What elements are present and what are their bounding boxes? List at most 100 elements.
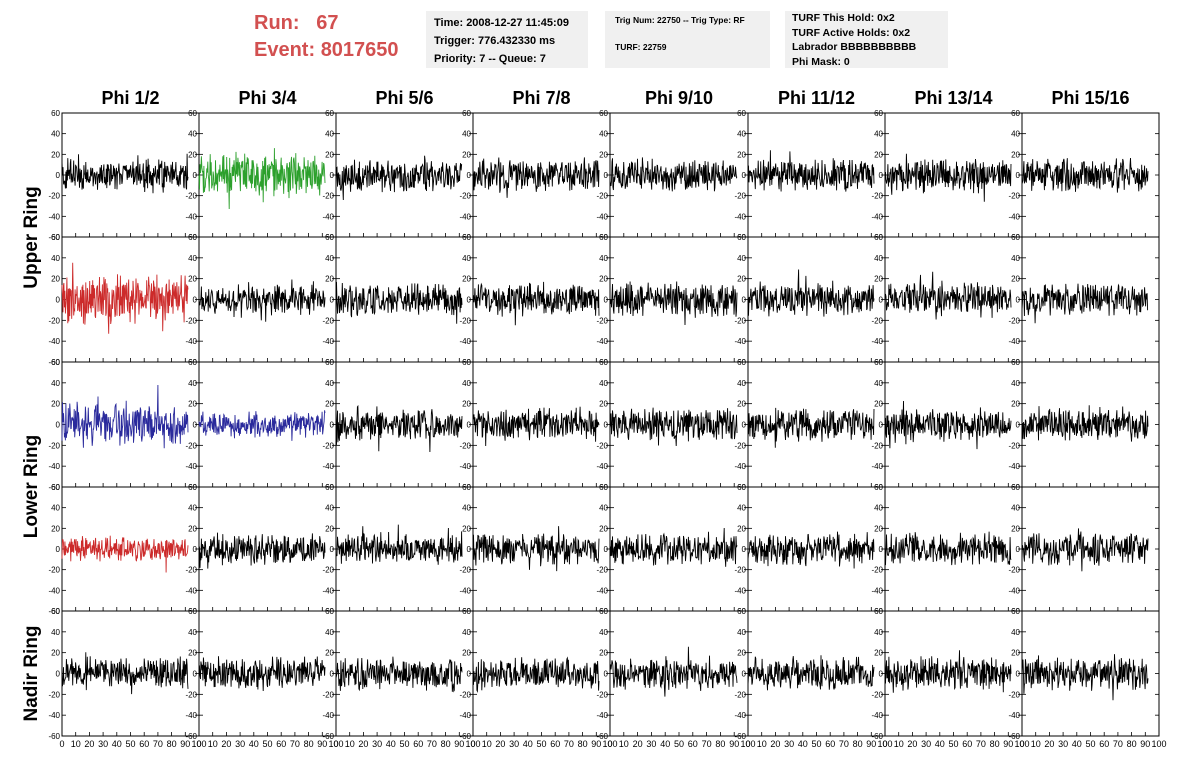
ytick-label: 0 [879,670,884,679]
ytick-label: 40 [874,254,883,263]
ytick-label: 20 [188,649,197,658]
ytick-label: -40 [459,212,471,221]
xtick-label: 60 [825,739,835,749]
ytick-label: 40 [51,504,60,513]
ytick-label: -40 [459,337,471,346]
xtick-label: 50 [811,739,821,749]
waveform-r2-c6 [747,269,875,317]
phi-mask-text: Phi Mask: 0 [792,55,850,68]
ytick-label: 20 [1011,649,1020,658]
xtick-label: 20 [221,739,231,749]
xtick-label: 80 [167,739,177,749]
waveform-r4-c7 [884,531,1012,566]
xtick-label: 0 [607,739,612,749]
ytick-label: 0 [330,670,335,679]
event-value: 8017650 [320,39,399,61]
ytick-label: 40 [1011,504,1020,513]
waveform-r2-c8 [1021,283,1149,324]
ytick-label: -60 [322,732,334,741]
ytick-label: -20 [596,566,608,575]
ytick-label: 20 [737,649,746,658]
xtick-label: 30 [921,739,931,749]
ytick-label: 20 [599,400,608,409]
ytick-label: -40 [459,711,471,720]
column-title-3: Phi 5/6 [375,88,433,108]
ytick-label: -40 [322,711,334,720]
waveform-r1-c5 [609,157,738,192]
ytick-label: -60 [185,732,197,741]
waveform-r5-c4 [472,656,600,694]
ytick-label: -40 [459,586,471,595]
waveform-r3-c5 [609,407,738,447]
ytick-label: 60 [599,358,608,367]
ytick-label: -20 [871,192,883,201]
xtick-label: 90 [591,739,601,749]
ytick-label: 20 [1011,150,1020,159]
ytick-label: -20 [185,441,197,450]
ytick-label: -20 [322,192,334,201]
xtick-label: 90 [317,739,327,749]
xtick-label: 40 [935,739,945,749]
waveform-r1-c4 [472,157,600,198]
ytick-label: 40 [599,628,608,637]
ring-label-1: Upper Ring [21,186,42,288]
ytick-label: -40 [596,462,608,471]
ytick-label: -20 [48,690,60,699]
xtick-label: 80 [304,739,314,749]
ytick-label: 0 [467,171,472,180]
ytick-label: 60 [51,358,60,367]
event-row: Event: 8017650 [254,37,399,64]
ytick-label: -20 [322,316,334,325]
ytick-label: 20 [1011,400,1020,409]
xtick-label: 40 [660,739,670,749]
ytick-label: 40 [737,379,746,388]
ytick-label: -40 [1008,212,1020,221]
ytick-label: 60 [462,233,471,242]
ytick-label: -60 [1008,732,1020,741]
ytick-label: 40 [599,130,608,139]
waveform-r3-c4 [472,406,600,447]
ytick-label: -40 [734,212,746,221]
ytick-label: 0 [742,670,747,679]
ytick-label: 20 [51,649,60,658]
ytick-label: -20 [48,192,60,201]
ytick-label: -40 [596,586,608,595]
ytick-label: 0 [879,171,884,180]
xtick-label: 70 [290,739,300,749]
ytick-label: 0 [742,545,747,554]
ytick-label: 0 [193,545,198,554]
ytick-label: 60 [325,483,334,492]
ytick-label: -40 [322,586,334,595]
ytick-label: 0 [742,171,747,180]
ytick-label: 40 [737,254,746,263]
ytick-label: 20 [462,275,471,284]
ytick-label: 0 [1016,545,1021,554]
ytick-label: 60 [51,483,60,492]
xtick-label: 70 [1113,739,1123,749]
ytick-label: 0 [879,421,884,430]
ytick-label: 40 [599,254,608,263]
ytick-label: 40 [325,504,334,513]
ytick-label: -60 [596,732,608,741]
waveform-r2-c2 [198,279,326,322]
ytick-label: -40 [734,711,746,720]
trig-num-text: Trig Num: 22750 -- Trig Type: RF [615,15,745,25]
ytick-label: -20 [1008,566,1020,575]
xtick-label: 10 [619,739,629,749]
xtick-label: 0 [745,739,750,749]
ytick-label: 60 [1011,607,1020,616]
run-label: Run: [254,12,300,34]
xtick-label: 90 [1003,739,1013,749]
ytick-label: -40 [48,337,60,346]
ytick-label: 60 [188,109,197,118]
waveform-r5-c6 [747,655,875,691]
ytick-label: -20 [322,566,334,575]
xtick-label: 20 [633,739,643,749]
ytick-label: -20 [459,566,471,575]
ytick-label: -20 [48,441,60,450]
ytick-label: -20 [322,441,334,450]
ytick-label: 20 [462,400,471,409]
waveform-r2-c4 [472,281,600,326]
ytick-label: -40 [185,711,197,720]
waveform-r3-c3 [335,404,463,453]
